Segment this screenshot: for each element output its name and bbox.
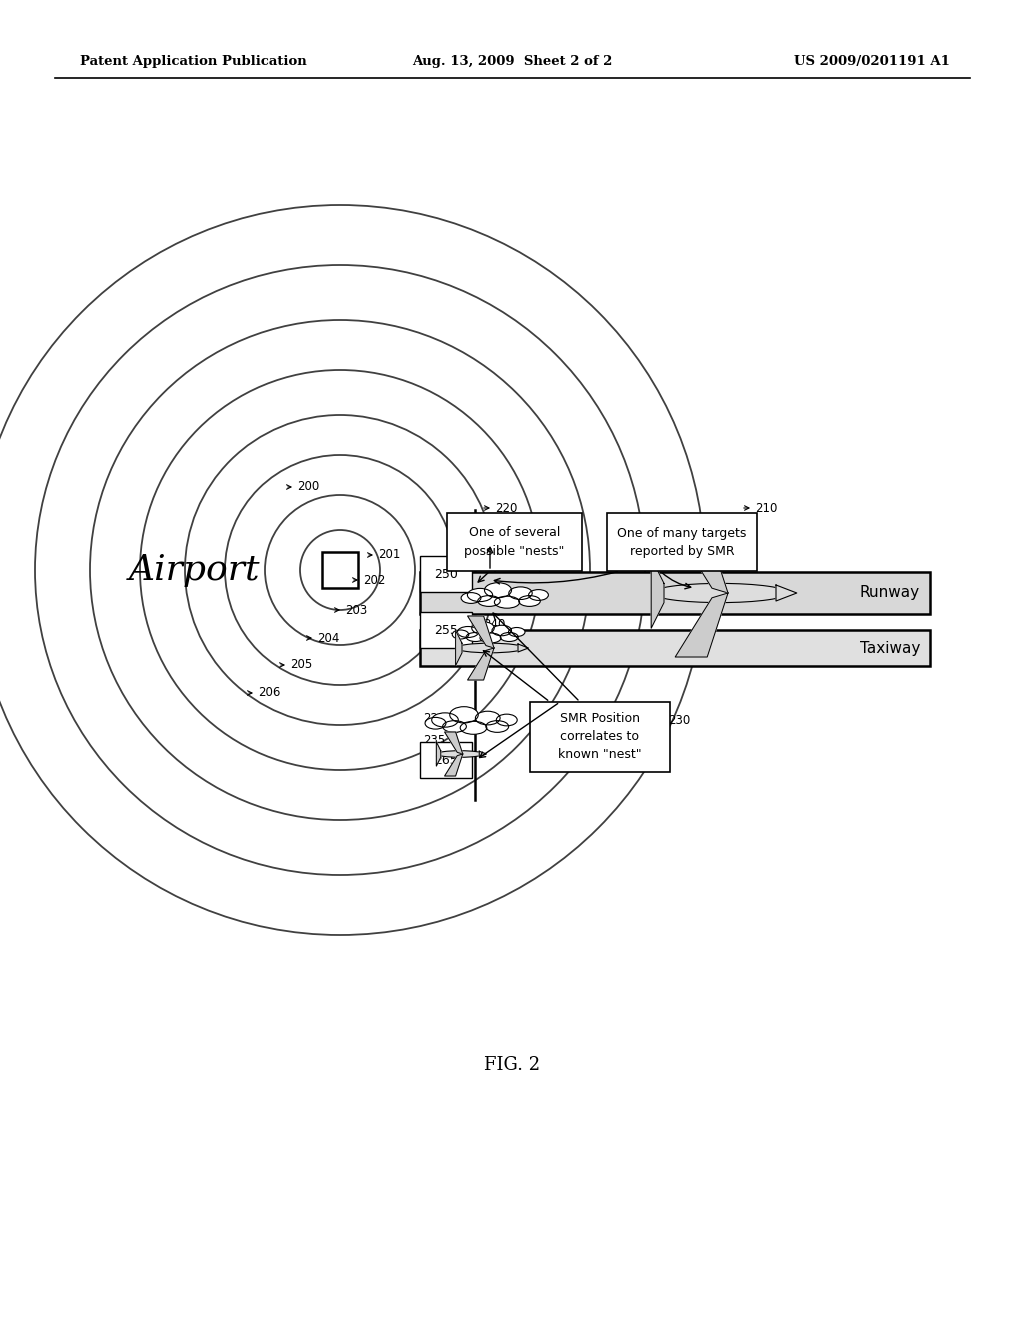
Ellipse shape [484,582,512,598]
Text: 201: 201 [378,549,400,561]
Text: 250: 250 [434,568,458,581]
Text: SMR Position
correlates to
known "nest": SMR Position correlates to known "nest" [558,713,642,762]
Polygon shape [518,644,528,652]
Bar [420,612,472,648]
Text: 210: 210 [755,502,777,515]
Ellipse shape [492,626,512,636]
Ellipse shape [461,593,481,603]
Bar [420,572,930,614]
Bar [420,556,472,591]
Bar [322,552,358,587]
Ellipse shape [528,590,549,601]
Polygon shape [468,616,494,648]
Text: 225: 225 [423,711,445,725]
Bar [447,513,582,572]
Ellipse shape [480,634,501,643]
Text: 240: 240 [483,618,506,631]
Ellipse shape [501,632,518,642]
Text: 255: 255 [434,623,458,636]
Ellipse shape [432,713,459,727]
Text: 265: 265 [434,754,458,767]
Text: 202: 202 [362,573,385,586]
Text: Runway: Runway [860,586,920,601]
Ellipse shape [453,630,469,639]
Text: One of several
possible "nests": One of several possible "nests" [464,527,564,557]
Polygon shape [444,754,463,776]
Text: 203: 203 [345,603,368,616]
Polygon shape [776,585,797,601]
Ellipse shape [456,643,524,653]
Text: 235: 235 [423,734,445,747]
Polygon shape [444,733,463,754]
Text: Aug. 13, 2009  Sheet 2 of 2: Aug. 13, 2009 Sheet 2 of 2 [412,55,612,69]
Text: Patent Application Publication: Patent Application Publication [80,55,307,69]
Ellipse shape [460,721,486,734]
Polygon shape [479,751,486,756]
Polygon shape [456,631,462,665]
Ellipse shape [436,751,483,758]
Ellipse shape [478,595,501,606]
Text: 204: 204 [317,631,339,644]
Polygon shape [436,742,440,766]
Polygon shape [651,558,664,628]
Text: 200: 200 [297,480,319,494]
Polygon shape [675,529,728,593]
Ellipse shape [450,706,478,723]
Text: 206: 206 [258,686,281,700]
Ellipse shape [425,717,445,729]
Ellipse shape [497,714,517,726]
Polygon shape [675,593,728,657]
Ellipse shape [652,583,788,603]
Polygon shape [468,648,494,680]
Ellipse shape [458,627,478,638]
Ellipse shape [495,597,519,609]
Text: FIG. 2: FIG. 2 [484,1056,540,1074]
Ellipse shape [466,632,485,642]
Bar [420,630,930,667]
Text: Taxiway: Taxiway [859,640,920,656]
Ellipse shape [485,721,509,733]
Ellipse shape [472,622,495,634]
Text: 230: 230 [668,714,690,726]
Ellipse shape [509,587,532,599]
Text: 220: 220 [495,502,517,515]
Text: Airport: Airport [129,553,261,587]
Ellipse shape [467,589,493,602]
Bar [420,742,472,777]
Ellipse shape [509,627,525,636]
Text: US 2009/0201191 A1: US 2009/0201191 A1 [795,55,950,69]
Bar [530,702,670,772]
Bar [607,513,757,572]
Ellipse shape [519,595,541,606]
Ellipse shape [442,721,466,733]
Ellipse shape [475,711,500,725]
Text: One of many targets
reported by SMR: One of many targets reported by SMR [617,527,746,557]
Text: 205: 205 [290,659,312,672]
